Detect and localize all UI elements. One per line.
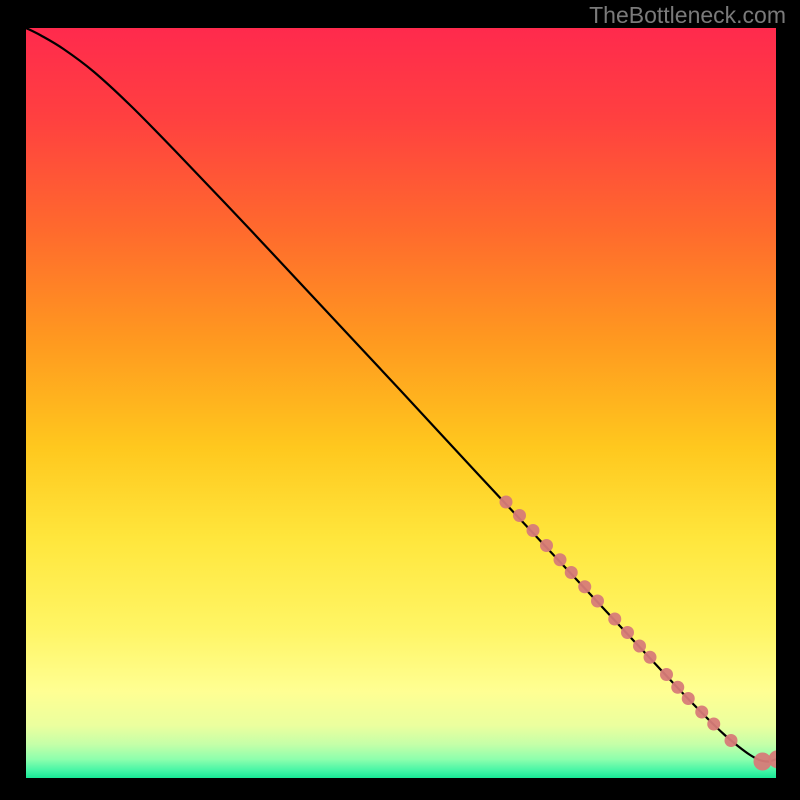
scatter-point (633, 640, 646, 653)
scatter-point (554, 553, 567, 566)
chart-area (26, 28, 776, 778)
scatter-point (707, 718, 720, 731)
scatter-point (644, 651, 657, 664)
scatter-point (608, 613, 621, 626)
scatter-point (578, 580, 591, 593)
scatter-point (527, 524, 540, 537)
chart-svg (26, 28, 776, 778)
scatter-point (671, 681, 684, 694)
scatter-point (621, 626, 634, 639)
scatter-point (725, 734, 738, 747)
scatter-point (591, 595, 604, 608)
chart-background (26, 28, 776, 778)
scatter-point (500, 496, 513, 509)
stage: TheBottleneck.com (0, 0, 800, 800)
scatter-point (565, 566, 578, 579)
scatter-point (513, 509, 526, 522)
scatter-point (660, 668, 673, 681)
scatter-point (695, 706, 708, 719)
scatter-point (540, 539, 553, 552)
watermark-text: TheBottleneck.com (589, 2, 786, 29)
scatter-point (682, 692, 695, 705)
